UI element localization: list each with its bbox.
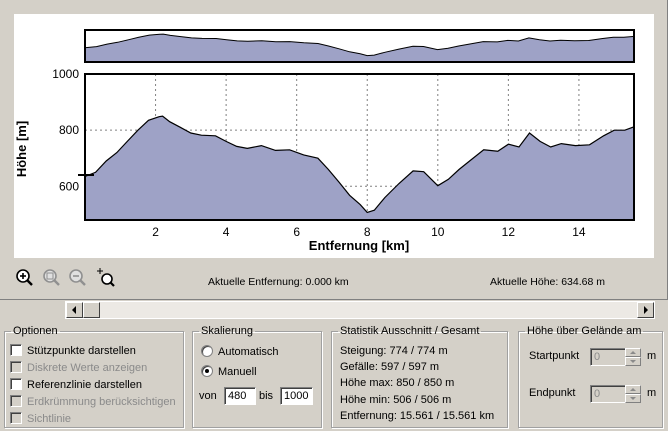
overview-line [85,33,634,57]
height-group-title: Höhe über Gelände am [527,325,642,337]
spin-down-icon [625,394,641,403]
endpunkt-spinner [625,385,641,403]
scroll-right-button[interactable] [637,302,654,318]
y-axis-label: Höhe [m] [14,121,29,177]
stat-hoehe-max: Höhe max: 850 / 850 m [340,377,455,389]
zoom-window-icon[interactable] [96,268,116,288]
statistics-group-title: Statistik Ausschnitt / Gesamt [340,325,480,337]
spin-down-icon [625,357,641,366]
stat-hoehe-min: Höhe min: 506 / 506 m [340,394,452,406]
von-label: von [199,390,217,402]
stat-gefaelle: Gefälle: 597 / 597 m [340,361,440,373]
scaling-group: Skalierung Automatisch Manuell von 480 b… [192,325,322,428]
height-above-ground-group: Höhe über Gelände am Startpunkt 0 m Endp… [518,325,663,428]
main-plot-frame [84,73,635,221]
spin-up-icon [625,348,641,357]
elevation-chart[interactable]: 600 800 1000 2 4 6 8 10 12 14 Höhe [m] Entfernun… [14,14,654,258]
zoom-out-icon [68,268,88,288]
current-distance-readout: Aktuelle Entfernung: 0.000 km [208,276,349,288]
x-tick-label: 10 [431,225,445,239]
endpunkt-unit: m [647,387,657,399]
x-tick-label: 8 [364,225,371,239]
stat-entfernung: Entfernung: 15.561 / 15.561 km [340,410,495,422]
radio-label: Automatisch [218,346,279,358]
bis-input[interactable]: 1000 [280,387,313,405]
profile-area [84,115,635,220]
checkbox-label: Referenzlinie darstellen [27,379,142,391]
bis-label: bis [259,390,274,402]
radio-button[interactable] [201,365,213,377]
startpunkt-input: 0 [590,348,626,366]
checkbox-erdkruemmung: Erdkrümmung berücksichtigen [10,395,176,408]
current-elevation-readout: Aktuelle Höhe: 634.68 m [490,276,605,288]
scroll-thumb[interactable] [83,302,100,318]
y-tick-label: 600 [59,179,79,193]
checkbox-label: Erdkrümmung berücksichtigen [27,396,176,408]
checkbox-sichtlinie: Sichtlinie [10,412,71,425]
checkbox-box [10,361,22,373]
profile-fill [85,116,634,220]
startpunkt-spinner [625,348,641,366]
stat-steigung: Steigung: 774 / 774 m [340,345,448,357]
checkbox-label: Diskrete Werte anzeigen [27,362,148,374]
statistics-group: Statistik Ausschnitt / Gesamt Steigung: … [331,325,508,428]
profile-panel: 600 800 1000 2 4 6 8 10 12 14 Höhe [m] Entfernun… [0,0,668,300]
profile-line [84,115,635,214]
options-group: Optionen Stützpunkte darstellen Diskrete… [4,325,184,428]
checkbox-box[interactable] [10,378,22,390]
spin-up-icon [625,385,641,394]
zoom-extent-icon [42,268,62,288]
checkbox-referenzlinie[interactable]: Referenzlinie darstellen [10,378,142,391]
overview-profile [85,33,634,61]
x-tick-label: 2 [152,225,159,239]
radio-label: Manuell [218,366,257,378]
x-axis-label: Entfernung [km] [309,238,409,253]
checkbox-label: Stützpunkte darstellen [27,345,136,357]
overview-fill [86,34,633,61]
radio-manuell[interactable]: Manuell [201,365,257,378]
scroll-left-button[interactable] [66,302,83,318]
zoom-in-icon[interactable] [15,268,35,288]
options-group-title: Optionen [13,325,58,337]
checkbox-label: Sichtlinie [27,413,72,425]
von-input[interactable]: 480 [224,387,256,405]
y-tick-label: 1000 [52,67,79,81]
y-tick-labels: 600 800 1000 [52,67,79,193]
x-tick-label: 12 [502,225,516,239]
checkbox-diskrete-werte: Diskrete Werte anzeigen [10,361,147,374]
x-tick-labels: 2 4 6 8 10 12 14 [152,225,586,239]
checkbox-box [10,395,22,407]
chart-area: 600 800 1000 2 4 6 8 10 12 14 Höhe [m] Entfernun… [14,14,654,258]
startpunkt-unit: m [647,350,657,362]
checkbox-box [10,412,22,424]
horizontal-scrollbar[interactable] [65,301,655,319]
radio-automatisch[interactable]: Automatisch [201,345,279,358]
startpunkt-label: Startpunkt [529,350,580,362]
checkbox-box[interactable] [10,344,22,356]
x-tick-label: 6 [293,225,300,239]
checkbox-stuetzpunkte[interactable]: Stützpunkte darstellen [10,344,136,357]
radio-button[interactable] [201,345,213,357]
endpunkt-label: Endpunkt [529,387,576,399]
x-tick-label: 14 [572,225,586,239]
endpunkt-input: 0 [590,385,626,403]
y-tick-label: 800 [59,123,79,137]
x-tick-label: 4 [223,225,230,239]
scaling-group-title: Skalierung [201,325,253,337]
